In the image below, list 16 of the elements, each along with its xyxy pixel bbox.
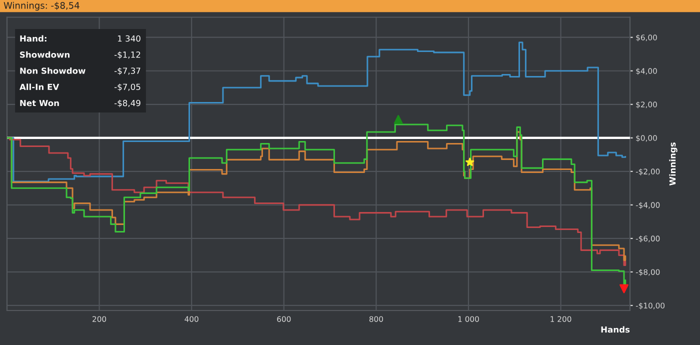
annotation: Net Won <box>20 100 59 106</box>
annotation: -$8,49 <box>114 100 140 108</box>
annotation: -$7,37 <box>114 67 140 76</box>
annotation: Non Showdow <box>20 67 86 74</box>
point <box>620 284 628 294</box>
annotation: Showdown <box>20 51 70 58</box>
chart-title: Winnings: -$8,54 <box>4 2 80 11</box>
point <box>394 114 403 124</box>
annotation: All-In EV <box>20 84 60 90</box>
y-axis-title: Winnings <box>669 142 678 186</box>
annotation: -$1,12 <box>114 51 140 59</box>
annotation: 1 340 <box>118 35 140 42</box>
point <box>466 158 474 166</box>
annotation: -$7,05 <box>114 84 140 92</box>
x-axis-title: Hands <box>601 326 630 333</box>
annotation: Hand: <box>20 35 46 42</box>
